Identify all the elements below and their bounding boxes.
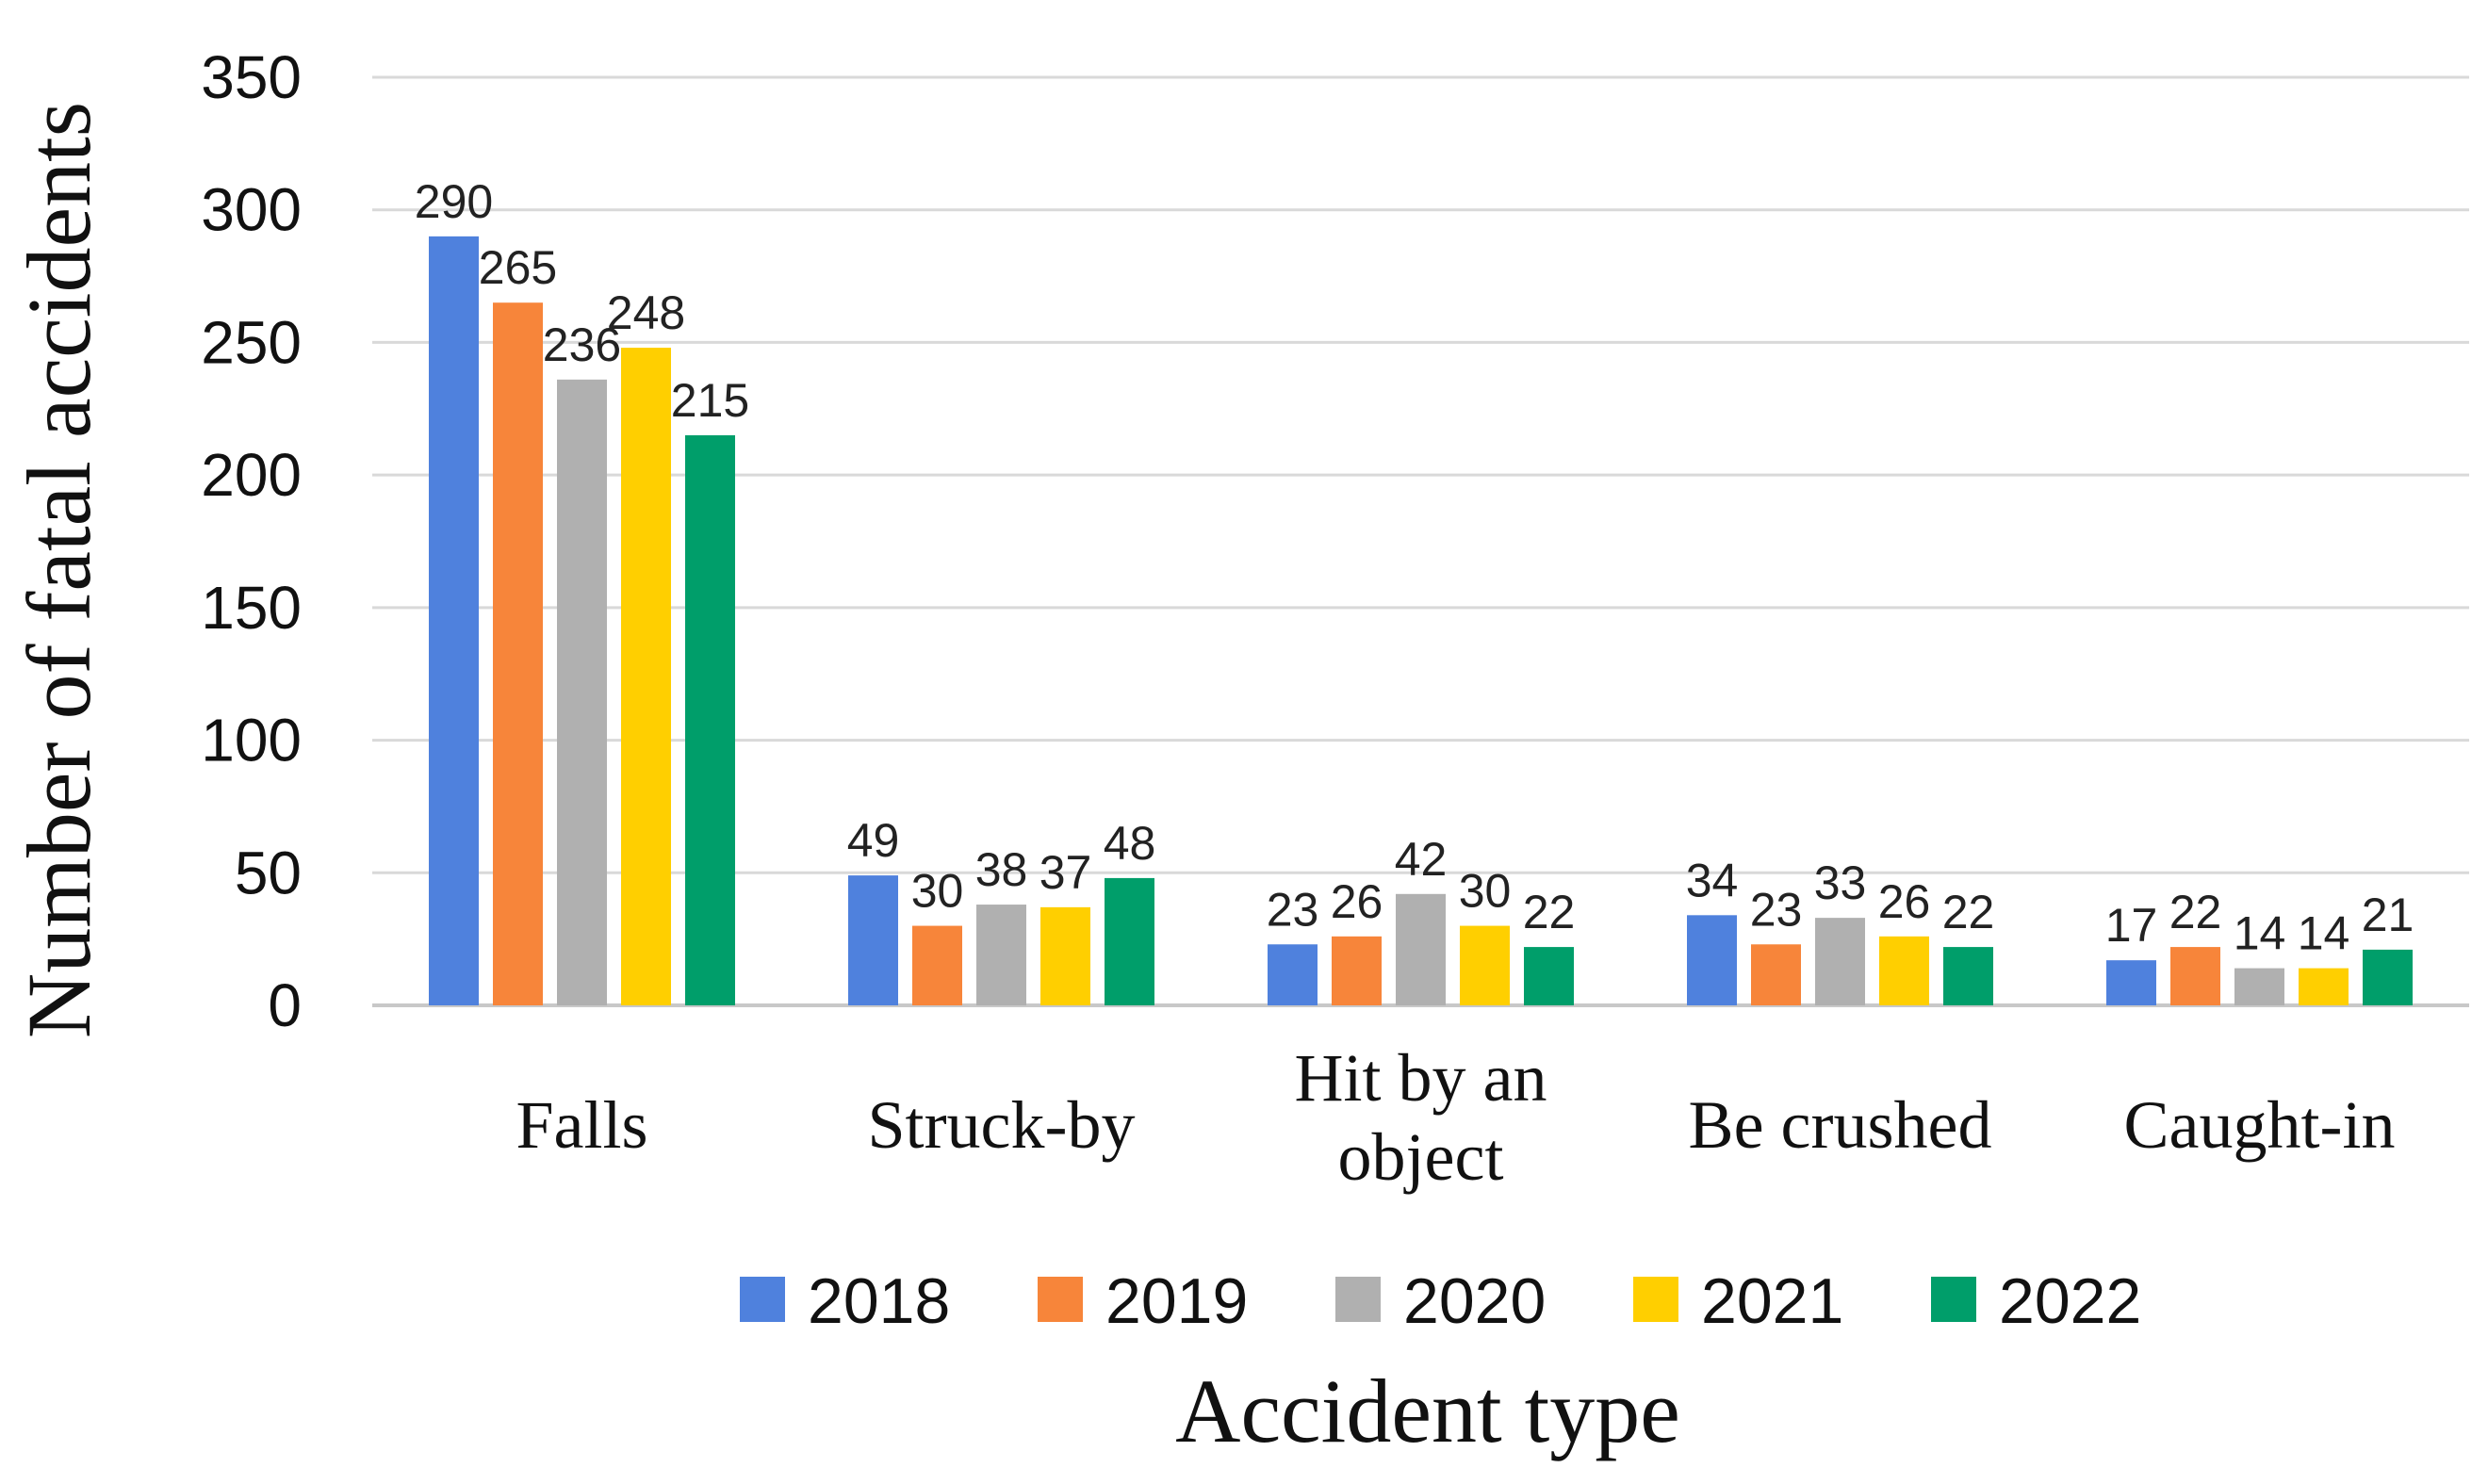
y-axis-label: Number of fatal accidents [8,102,109,1038]
y-axis-ticks: 0 50 100 150 200 250 300 350 [201,43,302,1039]
legend-label: 2018 [808,1265,950,1337]
data-label: 22 [1942,886,1995,938]
x-tick-label: Hit by an object [1295,1040,1547,1195]
x-tick-label: Falls [516,1087,647,1163]
x-tick-label: Caught-in [2124,1087,2396,1163]
y-tick-label: 50 [235,839,302,906]
legend-item-2022: 2022 [1931,1265,2141,1337]
legend-label: 2019 [1105,1265,1248,1337]
bar-2021-4 [2299,968,2349,1005]
legend-swatch [1335,1277,1381,1322]
data-label: 49 [847,814,900,867]
legend-item-2020: 2020 [1335,1265,1546,1337]
bar-2018-3 [1687,915,1737,1005]
data-label: 42 [1395,833,1448,886]
y-tick-label: 0 [268,971,302,1039]
bar-2020-1 [976,905,1026,1005]
x-tick-label: Struck-by [868,1087,1136,1163]
data-label: 37 [1039,846,1092,899]
data-label: 38 [975,843,1028,896]
data-label: 23 [1267,883,1319,936]
y-tick-label: 200 [201,441,302,509]
y-tick-label: 100 [201,707,302,775]
data-label: 23 [1750,883,1803,936]
bar-2019-2 [1332,936,1382,1005]
bar-2022-0 [685,434,735,1005]
y-tick-label: 350 [201,43,302,111]
y-tick-label: 300 [201,176,302,244]
data-label: 22 [2169,886,2222,938]
x-axis-ticks: Falls Struck-by Hit by an object Be crushed C… [516,1040,2395,1195]
data-label: 34 [1686,854,1739,906]
bar-2022-1 [1105,877,1154,1005]
data-label: 14 [2298,907,2350,960]
data-label: 21 [2362,889,2414,941]
x-tick-label: Be crushed [1689,1087,1992,1163]
data-label: 30 [1459,865,1512,918]
bar-2021-3 [1879,936,1929,1005]
y-tick-label: 150 [201,574,302,642]
bar-2021-0 [621,348,671,1005]
data-label: 248 [607,286,685,339]
legend-label: 2020 [1403,1265,1546,1337]
y-tick-label: 250 [201,308,302,376]
data-label: 26 [1331,875,1383,928]
data-label: 30 [911,865,964,918]
bar-2021-2 [1460,925,1510,1005]
legend-item-2019: 2019 [1038,1265,1248,1337]
legend-item-2018: 2018 [740,1265,950,1337]
bar-2022-3 [1943,947,1993,1005]
data-label: 22 [1523,886,1576,938]
data-label: 290 [415,175,493,228]
legend-item-2021: 2021 [1633,1265,1843,1337]
bar-2019-4 [2170,947,2220,1005]
bar-2019-0 [493,302,543,1005]
bar-2019-1 [912,925,962,1005]
bar-2022-2 [1524,947,1574,1005]
bar-2018-4 [2106,960,2156,1005]
bar-2020-2 [1396,893,1446,1005]
legend-swatch [740,1277,785,1322]
legend-label: 2021 [1701,1265,1843,1337]
data-label: 236 [543,318,621,371]
bars [429,236,2413,1005]
bar-2018-0 [429,236,479,1005]
data-label: 265 [479,241,557,294]
data-label: 14 [2234,907,2286,960]
legend: 2018 2019 2020 2021 2022 [740,1265,2141,1337]
bar-2019-3 [1751,944,1801,1005]
legend-swatch [1038,1277,1083,1322]
bar-2022-4 [2363,949,2413,1005]
data-label: 33 [1814,856,1867,909]
bar-2021-1 [1040,906,1090,1005]
x-axis-label: Accident type [1175,1361,1680,1461]
bar-2018-2 [1268,944,1318,1005]
legend-label: 2022 [1999,1265,2141,1337]
legend-swatch [1633,1277,1678,1322]
bar-2020-4 [2234,968,2284,1005]
bar-2020-3 [1815,918,1865,1005]
bar-2020-0 [557,379,607,1005]
data-label: 26 [1878,875,1931,928]
legend-swatch [1931,1277,1976,1322]
data-label: 215 [671,374,749,427]
data-label: 48 [1104,817,1156,870]
bar-2018-1 [848,875,898,1005]
data-label: 17 [2105,899,2158,952]
